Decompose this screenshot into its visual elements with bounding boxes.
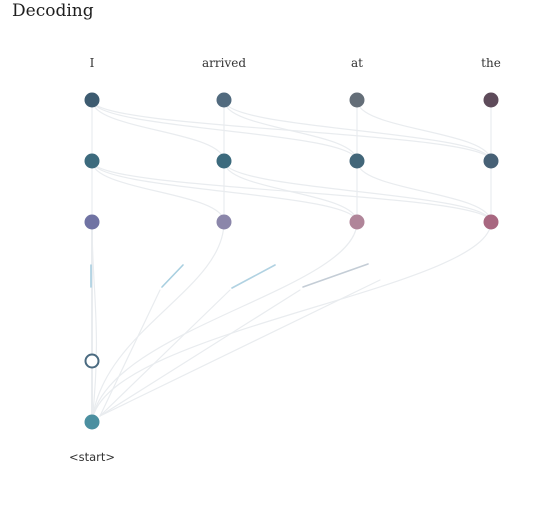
node-layer1-1	[216, 92, 232, 108]
ghost-edge	[356, 99, 492, 162]
ghost-edge	[99, 279, 381, 417]
node-layer3-3	[483, 214, 499, 230]
token-label-1: arrived	[202, 56, 246, 70]
node-layer2-2	[349, 153, 365, 169]
ghost-edge	[91, 221, 492, 423]
ghost-edge	[223, 99, 358, 162]
ghost-edge	[91, 221, 225, 423]
attention-edges	[90, 263, 369, 289]
node-layer1-3	[483, 92, 499, 108]
node-layer2-1	[216, 153, 232, 169]
attention-edge-3	[302, 263, 369, 288]
attention-edge-1	[161, 264, 184, 288]
attention-edge-2	[231, 264, 276, 289]
ghost-edge	[99, 289, 231, 417]
ghost-edge	[356, 160, 492, 223]
node-layer2-0	[84, 153, 100, 169]
ghost-edge	[99, 289, 301, 417]
node-layer3-2	[349, 214, 365, 230]
hollow-node	[84, 353, 100, 369]
ghost-edges	[91, 99, 492, 423]
token-label-3: the	[481, 56, 501, 70]
node-grid	[84, 92, 499, 430]
ghost-edge	[91, 221, 358, 423]
node-layer1-2	[349, 92, 365, 108]
ghost-edge	[223, 160, 358, 223]
ghost-edge	[91, 99, 225, 162]
token-label-2: at	[351, 56, 363, 70]
node-layer2-3	[483, 153, 499, 169]
node-layer3-1	[216, 214, 232, 230]
diagram-title: Decoding	[12, 1, 94, 21]
token-label-0: I	[90, 56, 95, 70]
ghost-edge	[99, 289, 161, 417]
node-layer3-0	[84, 214, 100, 230]
ghost-edge	[91, 160, 225, 223]
start-node	[84, 414, 100, 430]
node-layer1-0	[84, 92, 100, 108]
start-token-label: <start>	[69, 450, 115, 464]
